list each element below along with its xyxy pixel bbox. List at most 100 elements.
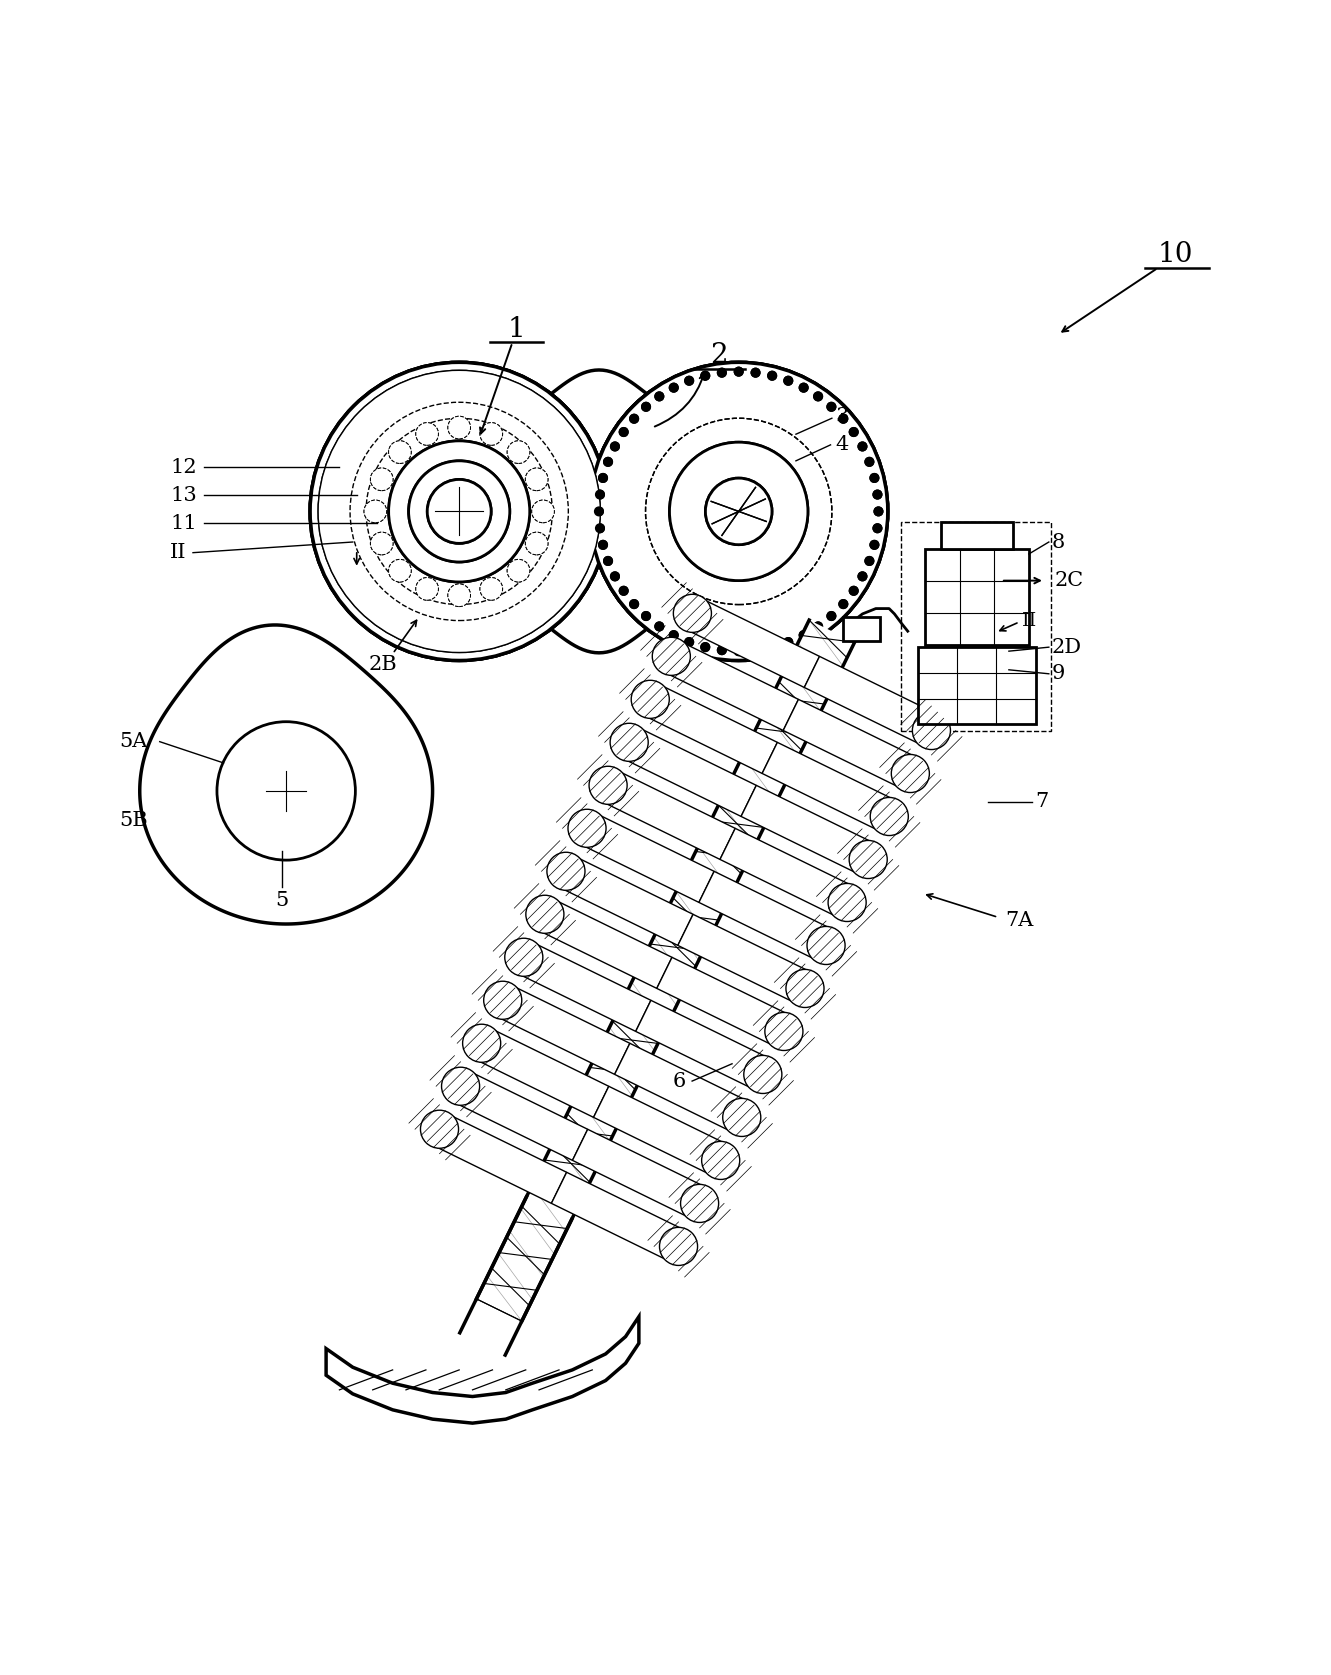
Circle shape [447, 417, 470, 439]
Circle shape [610, 571, 620, 581]
Circle shape [590, 362, 888, 660]
Circle shape [642, 611, 651, 621]
Circle shape [598, 539, 608, 549]
Circle shape [603, 457, 614, 467]
Circle shape [783, 636, 793, 647]
Circle shape [717, 645, 727, 655]
Circle shape [480, 578, 503, 600]
Circle shape [717, 367, 727, 379]
Polygon shape [636, 1000, 771, 1090]
Circle shape [447, 585, 470, 606]
Text: 9: 9 [1051, 665, 1065, 683]
Ellipse shape [483, 982, 522, 1020]
Circle shape [751, 645, 760, 655]
Circle shape [869, 472, 880, 482]
Ellipse shape [912, 712, 950, 749]
Circle shape [767, 370, 777, 380]
Circle shape [700, 642, 711, 652]
Circle shape [655, 392, 664, 402]
Circle shape [409, 461, 510, 563]
Circle shape [415, 422, 438, 446]
Text: 7A: 7A [1005, 911, 1033, 930]
Text: II: II [1022, 611, 1037, 630]
Circle shape [318, 370, 600, 653]
Text: 2C: 2C [1054, 571, 1083, 590]
Circle shape [668, 382, 679, 392]
Circle shape [717, 645, 727, 655]
Ellipse shape [442, 1067, 479, 1106]
Circle shape [849, 427, 858, 437]
Circle shape [415, 578, 438, 600]
Polygon shape [476, 620, 855, 1322]
Ellipse shape [547, 853, 586, 891]
Circle shape [370, 533, 393, 554]
Bar [901, 523, 1051, 730]
Circle shape [839, 600, 848, 610]
Circle shape [849, 427, 858, 437]
Text: 2B: 2B [369, 655, 398, 673]
Bar [843, 616, 880, 640]
Ellipse shape [652, 636, 691, 675]
Polygon shape [140, 625, 433, 925]
Polygon shape [558, 856, 693, 945]
Polygon shape [572, 1129, 707, 1219]
Circle shape [668, 382, 679, 392]
Ellipse shape [568, 809, 606, 848]
Circle shape [595, 489, 606, 499]
Text: 3: 3 [836, 407, 849, 427]
Polygon shape [741, 786, 876, 874]
Circle shape [839, 600, 848, 610]
Circle shape [869, 539, 880, 549]
Text: 6: 6 [672, 1072, 685, 1090]
Circle shape [310, 362, 608, 660]
Circle shape [869, 472, 880, 482]
Circle shape [783, 375, 793, 385]
Circle shape [480, 422, 503, 446]
Circle shape [872, 523, 882, 533]
Polygon shape [579, 812, 715, 903]
Circle shape [827, 611, 836, 621]
Circle shape [603, 556, 614, 566]
Circle shape [684, 636, 695, 647]
Polygon shape [783, 700, 918, 789]
Circle shape [799, 382, 809, 392]
Circle shape [783, 375, 793, 385]
Polygon shape [720, 829, 855, 918]
Polygon shape [664, 642, 799, 730]
Polygon shape [538, 899, 672, 988]
Circle shape [594, 506, 604, 516]
Ellipse shape [526, 894, 564, 933]
Text: 12: 12 [170, 457, 197, 477]
Circle shape [849, 586, 858, 596]
Circle shape [370, 467, 393, 491]
Circle shape [389, 441, 411, 464]
Bar [925, 549, 1029, 645]
Text: 5: 5 [276, 891, 289, 910]
Circle shape [767, 642, 777, 652]
Circle shape [767, 370, 777, 380]
Circle shape [630, 414, 639, 424]
Text: 2: 2 [709, 342, 728, 368]
Ellipse shape [631, 680, 669, 719]
Circle shape [827, 611, 836, 621]
Circle shape [668, 630, 679, 640]
Circle shape [447, 585, 470, 606]
Ellipse shape [870, 797, 908, 836]
Circle shape [363, 501, 386, 523]
Bar [941, 523, 1013, 549]
Circle shape [480, 422, 503, 446]
Circle shape [447, 417, 470, 439]
Circle shape [827, 402, 836, 412]
Polygon shape [622, 727, 756, 816]
Circle shape [619, 427, 628, 437]
Circle shape [590, 362, 888, 660]
Text: 10: 10 [1158, 241, 1193, 268]
Circle shape [217, 722, 355, 861]
Ellipse shape [744, 1055, 781, 1094]
Circle shape [370, 467, 393, 491]
Circle shape [839, 414, 848, 424]
Ellipse shape [504, 938, 543, 977]
Polygon shape [516, 941, 651, 1032]
Circle shape [813, 392, 823, 402]
Polygon shape [551, 1172, 687, 1261]
